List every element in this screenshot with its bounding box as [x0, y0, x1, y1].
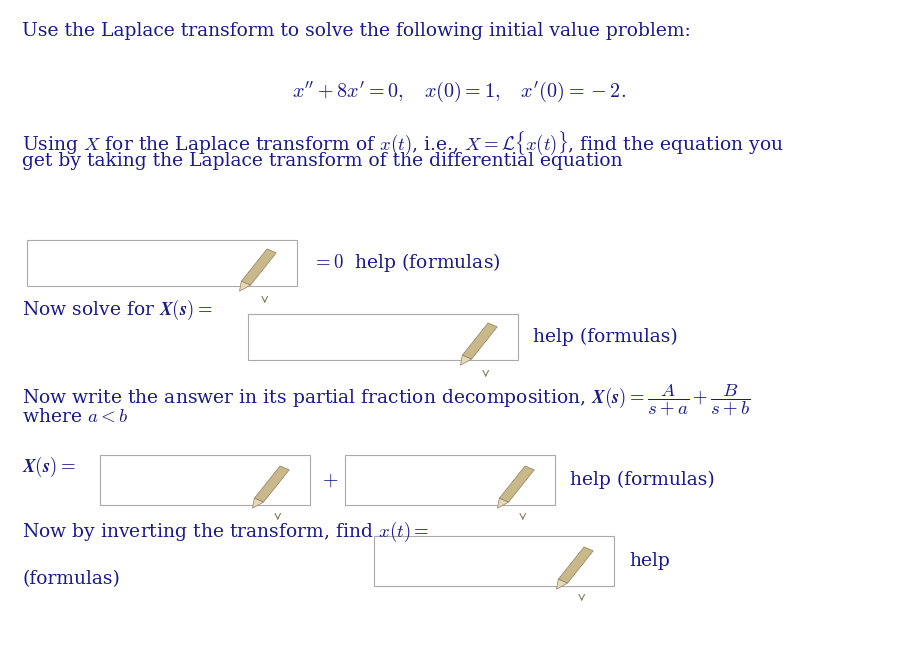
Bar [100, 455, 310, 505]
Text: $x'' + 8x' = 0, \quad x(0) = 1, \quad x'(0) = -2.$: $x'' + 8x' = 0, \quad x(0) = 1, \quad x'… [292, 80, 626, 105]
Text: where $a < b$: where $a < b$ [22, 408, 128, 426]
Bar [374, 536, 614, 586]
Polygon shape [460, 355, 471, 365]
Text: help: help [629, 552, 670, 570]
Polygon shape [242, 249, 277, 285]
Polygon shape [462, 323, 497, 359]
Bar [27, 240, 297, 286]
Text: $= 0$  help (formulas): $= 0$ help (formulas) [312, 252, 501, 274]
Polygon shape [559, 547, 594, 583]
Text: get by taking the Laplace transform of the differential equation: get by taking the Laplace transform of t… [22, 152, 623, 170]
Text: help (formulas): help (formulas) [570, 471, 715, 489]
Bar [345, 455, 555, 505]
Polygon shape [255, 466, 289, 502]
Text: Now write the answer in its partial fraction decomposition, $\boldsymbol{X}(\bol: Now write the answer in its partial frac… [22, 382, 751, 418]
Text: Using $X$ for the Laplace transform of $x(t)$, i.e., $X = \mathcal{L}\{x(t)\}$, : Using $X$ for the Laplace transform of $… [22, 130, 784, 157]
Polygon shape [253, 498, 264, 508]
Text: Now solve for $\boldsymbol{X}(\boldsymbol{s}) =$: Now solve for $\boldsymbol{X}(\boldsymbo… [22, 298, 212, 322]
Polygon shape [557, 579, 568, 589]
Text: $+$: $+$ [322, 470, 338, 490]
Text: $\boldsymbol{X}(\boldsymbol{s}) =$: $\boldsymbol{X}(\boldsymbol{s}) =$ [22, 455, 75, 479]
Polygon shape [499, 466, 534, 502]
Text: Now by inverting the transform, find $x(t) =$: Now by inverting the transform, find $x(… [22, 520, 429, 544]
Text: help (formulas): help (formulas) [533, 328, 677, 346]
Text: Use the Laplace transform to solve the following initial value problem:: Use the Laplace transform to solve the f… [22, 22, 691, 40]
Polygon shape [497, 498, 508, 508]
Text: (formulas): (formulas) [22, 570, 119, 588]
Bar [248, 314, 518, 360]
Polygon shape [240, 281, 251, 291]
